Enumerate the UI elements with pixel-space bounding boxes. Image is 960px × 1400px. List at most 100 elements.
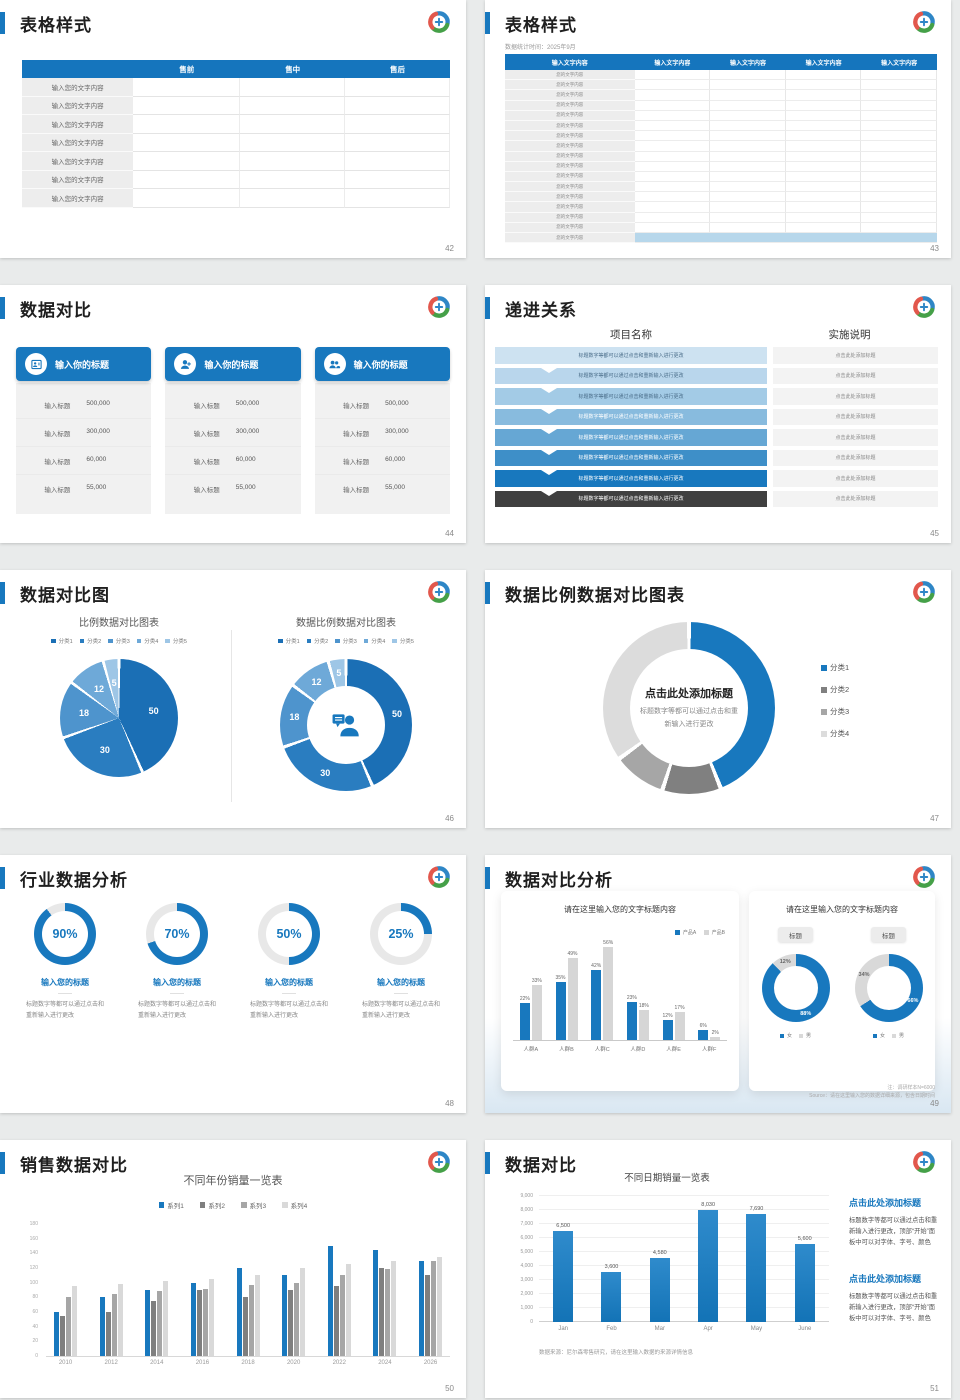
donut-chart[interactable] bbox=[603, 622, 775, 794]
legend-item[interactable]: 产品B bbox=[704, 929, 725, 936]
progression-bar[interactable]: 标题数字等都可以通过点击和重新输入进行更改 bbox=[495, 490, 768, 507]
bar[interactable] bbox=[294, 1282, 300, 1356]
table-cell[interactable] bbox=[634, 100, 711, 111]
table-row[interactable]: 您的文字内容 bbox=[505, 202, 937, 213]
table-cell[interactable] bbox=[785, 171, 862, 183]
table-cell[interactable] bbox=[710, 182, 786, 193]
bar[interactable] bbox=[66, 1297, 71, 1356]
progress-ring[interactable]: 50% bbox=[258, 903, 320, 965]
legend-item[interactable]: 系列3 bbox=[241, 1200, 266, 1210]
bar[interactable]: 18% bbox=[639, 1003, 649, 1040]
progression-bar[interactable]: 标题数字等都可以通过点击和重新输入进行更改 bbox=[495, 429, 768, 446]
bar[interactable] bbox=[333, 1286, 339, 1356]
legend-item[interactable]: 分类1 bbox=[278, 637, 300, 645]
bar[interactable] bbox=[327, 1246, 333, 1356]
legend-item[interactable]: 分类4 bbox=[363, 637, 385, 645]
table-cell[interactable] bbox=[710, 222, 786, 233]
gender-donut-chart[interactable]: 66% 34% bbox=[854, 954, 923, 1022]
table-cell[interactable] bbox=[861, 120, 937, 132]
table-row[interactable]: 输入您的文字内容 bbox=[22, 133, 450, 152]
legend-item[interactable]: 分类4 bbox=[821, 728, 849, 739]
table-cell[interactable] bbox=[861, 131, 937, 142]
bar[interactable]: 33% bbox=[532, 978, 542, 1040]
bar[interactable] bbox=[437, 1257, 442, 1356]
bar[interactable]: 7,690 bbox=[746, 1206, 767, 1322]
bar[interactable] bbox=[379, 1268, 385, 1356]
bar[interactable]: 35% bbox=[555, 975, 566, 1040]
table-row[interactable]: 您的文字内容 bbox=[505, 233, 937, 244]
table-cell[interactable] bbox=[345, 78, 450, 97]
bar[interactable] bbox=[339, 1275, 345, 1356]
table-cell[interactable] bbox=[133, 133, 241, 152]
table-cell[interactable] bbox=[634, 222, 711, 233]
table-cell[interactable] bbox=[785, 131, 862, 142]
bar[interactable]: 6% bbox=[698, 1023, 709, 1040]
pie-chart[interactable]: 50 30 18 12 5 bbox=[60, 659, 178, 777]
table-cell[interactable] bbox=[785, 141, 862, 152]
progress-ring[interactable]: 70% bbox=[146, 903, 208, 965]
table-cell[interactable] bbox=[634, 70, 711, 81]
table-cell[interactable] bbox=[861, 100, 937, 111]
table-cell[interactable] bbox=[133, 152, 241, 171]
table-row[interactable]: 输入您的文字内容 bbox=[22, 170, 450, 189]
table-cell[interactable] bbox=[240, 96, 346, 115]
bar[interactable] bbox=[99, 1297, 105, 1356]
table-row[interactable]: 您的文字内容 bbox=[505, 222, 937, 233]
note-cell[interactable]: 点击此处添加标题 bbox=[773, 429, 939, 446]
bar[interactable] bbox=[242, 1297, 248, 1356]
table-cell[interactable] bbox=[710, 80, 786, 91]
note-cell[interactable]: 点击此处添加标题 bbox=[773, 347, 939, 364]
table-cell[interactable] bbox=[133, 96, 241, 115]
bar[interactable] bbox=[248, 1284, 254, 1356]
slide-49-compare-analysis[interactable]: 数据对比分析 请在这里输入您的文字标题内容 产品A 产品B 22% 33% 35% 49… bbox=[485, 855, 951, 1113]
table-cell[interactable] bbox=[240, 78, 346, 97]
bar[interactable]: 22% bbox=[520, 996, 530, 1040]
table-row[interactable]: 您的文字内容 bbox=[505, 182, 937, 193]
legend-item[interactable]: 分类5 bbox=[392, 637, 414, 645]
slide-44-data-compare[interactable]: 数据对比 输入你的标题 输入标题 500,000 输入标题 300,000 输入标题 60,… bbox=[0, 285, 466, 543]
table-cell[interactable] bbox=[634, 192, 711, 203]
table-row[interactable]: 您的文字内容 bbox=[505, 110, 937, 121]
table-row[interactable]: 输入您的文字内容 bbox=[22, 78, 450, 97]
table-cell[interactable] bbox=[785, 161, 862, 172]
bar[interactable]: 6,500 bbox=[553, 1223, 574, 1322]
bar[interactable] bbox=[151, 1301, 157, 1356]
table-cell[interactable] bbox=[634, 90, 711, 101]
bar[interactable] bbox=[288, 1290, 294, 1356]
slide-47-donut-chart[interactable]: 数据比例数据对比图表 点击此处添加标题 标题数字等都可以通过点击和重新输入进行更… bbox=[485, 570, 951, 828]
table-row[interactable]: 输入您的文字内容 bbox=[22, 189, 450, 208]
table-cell[interactable] bbox=[785, 100, 862, 111]
bar[interactable] bbox=[425, 1275, 430, 1356]
title-badge[interactable]: 标题 bbox=[871, 927, 906, 942]
bar[interactable]: 17% bbox=[675, 1005, 685, 1040]
table-cell[interactable] bbox=[861, 182, 937, 193]
bar[interactable]: 5,600 bbox=[794, 1236, 815, 1322]
slide-46-pie-charts[interactable]: 数据对比图 比例数据对比图表 分类1 分类2 分类3 分类4 分类5 50 30 18 12 5… bbox=[0, 570, 466, 828]
table-cell[interactable] bbox=[861, 171, 937, 183]
progression-bar[interactable]: 标题数字等都可以通过点击和重新输入进行更改 bbox=[495, 408, 768, 425]
table-cell[interactable] bbox=[710, 70, 786, 81]
table-cell[interactable] bbox=[345, 152, 450, 171]
legend-item[interactable]: 分类3 bbox=[108, 637, 130, 645]
table-cell[interactable] bbox=[861, 141, 937, 152]
table-cell[interactable] bbox=[710, 202, 786, 213]
table-cell[interactable] bbox=[240, 170, 346, 189]
legend-item[interactable]: 系列4 bbox=[282, 1200, 307, 1210]
legend-item[interactable]: 分类1 bbox=[51, 637, 73, 645]
legend-item[interactable]: 分类5 bbox=[165, 637, 187, 645]
table-row[interactable]: 您的文字内容 bbox=[505, 212, 937, 223]
legend-item[interactable]: 分类3 bbox=[821, 706, 849, 717]
table-cell[interactable] bbox=[710, 90, 786, 101]
bar[interactable] bbox=[236, 1268, 242, 1356]
title-badge[interactable]: 标题 bbox=[778, 927, 813, 942]
table-cell[interactable] bbox=[785, 222, 862, 233]
table-cell[interactable] bbox=[634, 110, 711, 121]
table-cell[interactable] bbox=[710, 100, 786, 111]
table-cell[interactable] bbox=[710, 161, 786, 172]
table-cell[interactable] bbox=[785, 110, 862, 121]
bar[interactable]: 2% bbox=[710, 1030, 721, 1040]
table-cell[interactable] bbox=[634, 120, 711, 132]
table-row[interactable]: 您的文字内容 bbox=[505, 70, 937, 81]
bar[interactable] bbox=[385, 1268, 391, 1356]
table-cell[interactable] bbox=[345, 133, 450, 152]
